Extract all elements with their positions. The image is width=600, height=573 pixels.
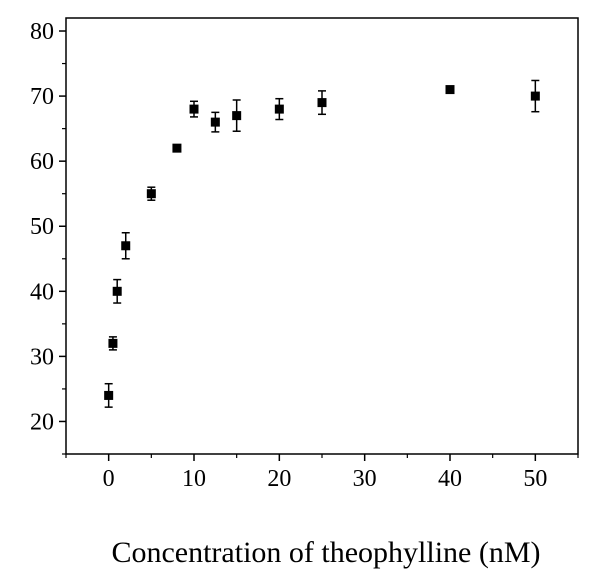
- x-tick-label: 30: [353, 466, 377, 492]
- x-tick-label: 50: [523, 466, 547, 492]
- y-tick-label: 20: [30, 409, 54, 435]
- x-tick-label: 0: [103, 466, 115, 492]
- x-tick-label: 40: [438, 466, 462, 492]
- data-point: [172, 143, 182, 153]
- y-tick-label: 60: [30, 149, 54, 175]
- data-point: [189, 100, 199, 118]
- point-marker: [317, 98, 327, 108]
- x-axis-ticks: 0 10 20 30 40 50: [65, 454, 579, 492]
- data-point: [530, 79, 540, 113]
- data-point: [112, 278, 122, 304]
- point-marker: [104, 390, 114, 400]
- data-point: [445, 85, 455, 95]
- point-marker: [445, 85, 455, 95]
- point-marker: [112, 286, 122, 296]
- point-marker: [274, 104, 284, 114]
- data-point: [104, 382, 114, 408]
- data-point: [121, 231, 131, 260]
- point-marker: [121, 241, 131, 251]
- y-tick-label: 50: [30, 214, 54, 240]
- data-point: [317, 90, 327, 116]
- point-marker: [146, 189, 156, 199]
- point-marker: [232, 111, 242, 121]
- plot-border: [65, 17, 579, 455]
- data-point: [274, 97, 284, 121]
- plot-frame: [65, 17, 579, 455]
- data-point: [232, 99, 242, 132]
- data-point: [108, 336, 118, 351]
- point-marker: [210, 117, 220, 127]
- y-tick-label: 40: [30, 279, 54, 305]
- x-tick-label: 20: [267, 466, 291, 492]
- x-tick-label: 10: [182, 466, 206, 492]
- data-point: [146, 186, 156, 201]
- y-axis-ticks: 20 30 40 50 60 70 80: [30, 19, 66, 455]
- y-tick-label: 80: [30, 19, 54, 45]
- data-point: [210, 111, 220, 133]
- x-axis-label: Concentration of theophylline (nM): [111, 536, 540, 569]
- point-marker: [108, 338, 118, 348]
- data-points: [104, 79, 540, 408]
- point-marker: [172, 143, 182, 153]
- point-marker: [530, 91, 540, 101]
- y-tick-label: 30: [30, 344, 54, 370]
- point-marker: [189, 104, 199, 114]
- y-tick-label: 70: [30, 84, 54, 110]
